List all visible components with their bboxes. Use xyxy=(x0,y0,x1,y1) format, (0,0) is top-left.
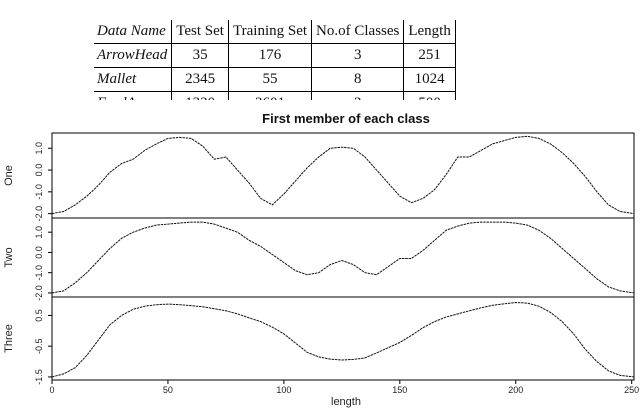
header-test-set: Test Set xyxy=(171,20,229,44)
chart-title: First member of each class xyxy=(262,111,430,126)
x-tick-label: 50 xyxy=(163,385,173,395)
cell-training-set: 55 xyxy=(228,67,313,92)
chart-panels: 1.0 0.0 -1.0 -2.0 One 1.0 0.0 -1.0 -2.0 Two 0.5 -0.… xyxy=(3,132,635,385)
panel-frame xyxy=(51,296,635,381)
x-tick-label: 100 xyxy=(276,385,291,395)
y-tick-label: -2.0 xyxy=(34,285,44,301)
cell-data-name: FordA xyxy=(94,91,173,100)
y-tick-label: 0.0 xyxy=(34,246,44,259)
header-data-name: Data Name xyxy=(94,20,173,44)
panel-1: 1.0 0.0 -1.0 -2.0 One xyxy=(3,132,635,222)
x-axis: 0 50 100 150 200 250 xyxy=(49,380,639,395)
panel-3: 0.5 -0.5 -1.5 Three xyxy=(3,296,635,385)
cell-no-of-classes: 8 xyxy=(311,67,405,92)
panel-label: One xyxy=(3,165,15,186)
series-line xyxy=(51,135,635,215)
cell-test-set: 35 xyxy=(171,43,229,68)
dataset-table: Data Name Test Set Training Set No.of Cl… xyxy=(94,20,456,100)
cell-no-of-classes: 2 xyxy=(311,91,405,100)
cell-training-set: 3601 xyxy=(228,91,313,100)
cell-test-set: 2345 xyxy=(171,67,229,92)
x-axis-label: length xyxy=(331,396,361,408)
y-tick-label: 0.5 xyxy=(34,309,44,322)
dataset-table-container: Data Name Test Set Training Set No.of Cl… xyxy=(94,20,562,100)
cell-no-of-classes: 3 xyxy=(311,43,405,68)
header-length: Length xyxy=(403,20,456,44)
y-tick-label: -2.0 xyxy=(34,206,44,222)
series-line xyxy=(51,221,635,294)
x-tick-label: 200 xyxy=(508,385,523,395)
panel-frame xyxy=(51,132,635,219)
series-line xyxy=(51,301,635,378)
cell-length: 500 xyxy=(403,91,456,100)
y-tick-label: -0.5 xyxy=(34,338,44,354)
y-tick-label: -1.0 xyxy=(34,184,44,200)
table-header-row: Data Name Test Set Training Set No.of Cl… xyxy=(94,20,456,44)
header-training-set: Training Set xyxy=(228,20,313,44)
cell-data-name: Mallet xyxy=(94,67,173,92)
table-row: Mallet 2345 55 8 1024 xyxy=(94,67,456,92)
cell-length: 251 xyxy=(403,43,456,68)
header-no-of-classes: No.of Classes xyxy=(311,20,405,44)
y-tick-label: 0.0 xyxy=(34,164,44,177)
y-tick-label: -1.5 xyxy=(34,369,44,385)
cell-data-name: ArrowHead xyxy=(94,43,173,68)
cell-training-set: 176 xyxy=(228,43,313,68)
panel-2: 1.0 0.0 -1.0 -2.0 Two xyxy=(3,217,635,301)
table-row: FordA 1320 3601 2 500 xyxy=(94,91,456,100)
x-tick-label: 250 xyxy=(624,385,639,395)
y-tick-label: 1.0 xyxy=(34,226,44,239)
y-tick-label: 1.0 xyxy=(34,142,44,155)
x-tick-label: 150 xyxy=(392,385,407,395)
x-tick-label: 0 xyxy=(49,385,54,395)
panel-label: Two xyxy=(3,247,15,267)
y-tick-label: -1.0 xyxy=(34,265,44,281)
cell-test-set: 1320 xyxy=(171,91,229,100)
panel-label: Three xyxy=(3,324,15,353)
cell-length: 1024 xyxy=(403,67,456,92)
table-row: ArrowHead 35 176 3 251 xyxy=(94,43,456,68)
